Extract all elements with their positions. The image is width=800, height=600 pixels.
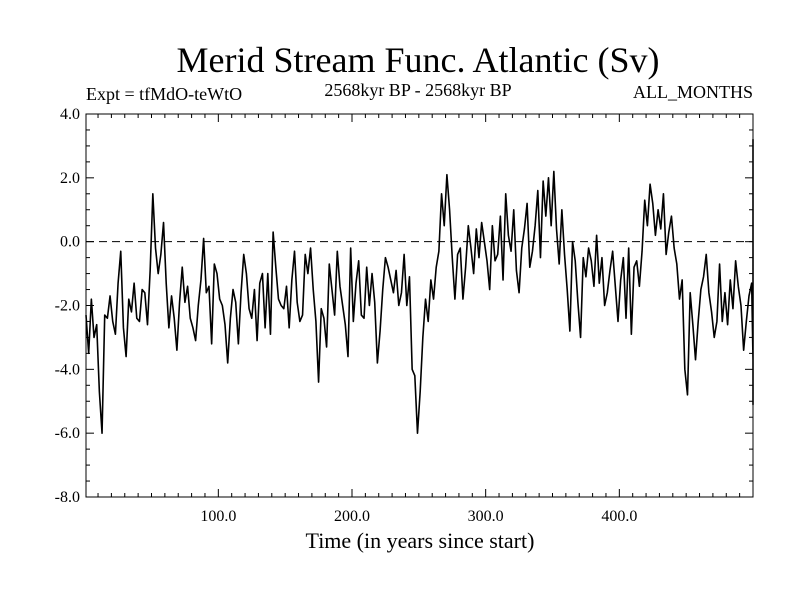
period-label: 2568kyr BP - 2568kyr BP	[324, 80, 511, 100]
x-tick-label: 300.0	[468, 508, 504, 525]
x-tick-label: 100.0	[200, 508, 236, 525]
plot-area: 100.0 200.0 300.0 400.0 -8.0 -6.0 -4.0 -2.0 0.0 2…	[55, 106, 754, 525]
y-tick-label: 4.0	[60, 106, 80, 123]
plot-frame	[85, 113, 754, 498]
y-tick-label: 2.0	[60, 170, 80, 187]
x-tick-label: 400.0	[601, 508, 637, 525]
series-line	[85, 138, 754, 434]
months-label: ALL_MONTHS	[633, 82, 753, 102]
y-tick-label: -2.0	[55, 298, 80, 315]
y-tick-label: -6.0	[55, 425, 80, 442]
x-tick-label: 200.0	[334, 508, 370, 525]
x-axis-label: Time (in years since start)	[306, 528, 535, 553]
y-tick-label: 0.0	[60, 234, 80, 251]
chart-title: Merid Stream Func. Atlantic (Sv)	[177, 40, 660, 80]
experiment-label: Expt = tfMdO-teWtO	[86, 84, 242, 104]
y-tick-label: -8.0	[55, 489, 80, 506]
y-tick-label: -4.0	[55, 361, 80, 378]
